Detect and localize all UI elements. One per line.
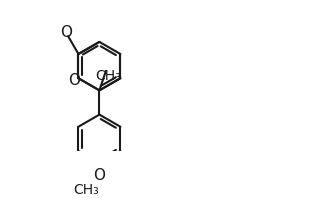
Text: O: O bbox=[93, 168, 105, 183]
Text: O: O bbox=[68, 73, 80, 89]
Text: O: O bbox=[60, 25, 72, 40]
Text: CH₃: CH₃ bbox=[74, 183, 100, 197]
Text: CH₃: CH₃ bbox=[95, 69, 121, 83]
